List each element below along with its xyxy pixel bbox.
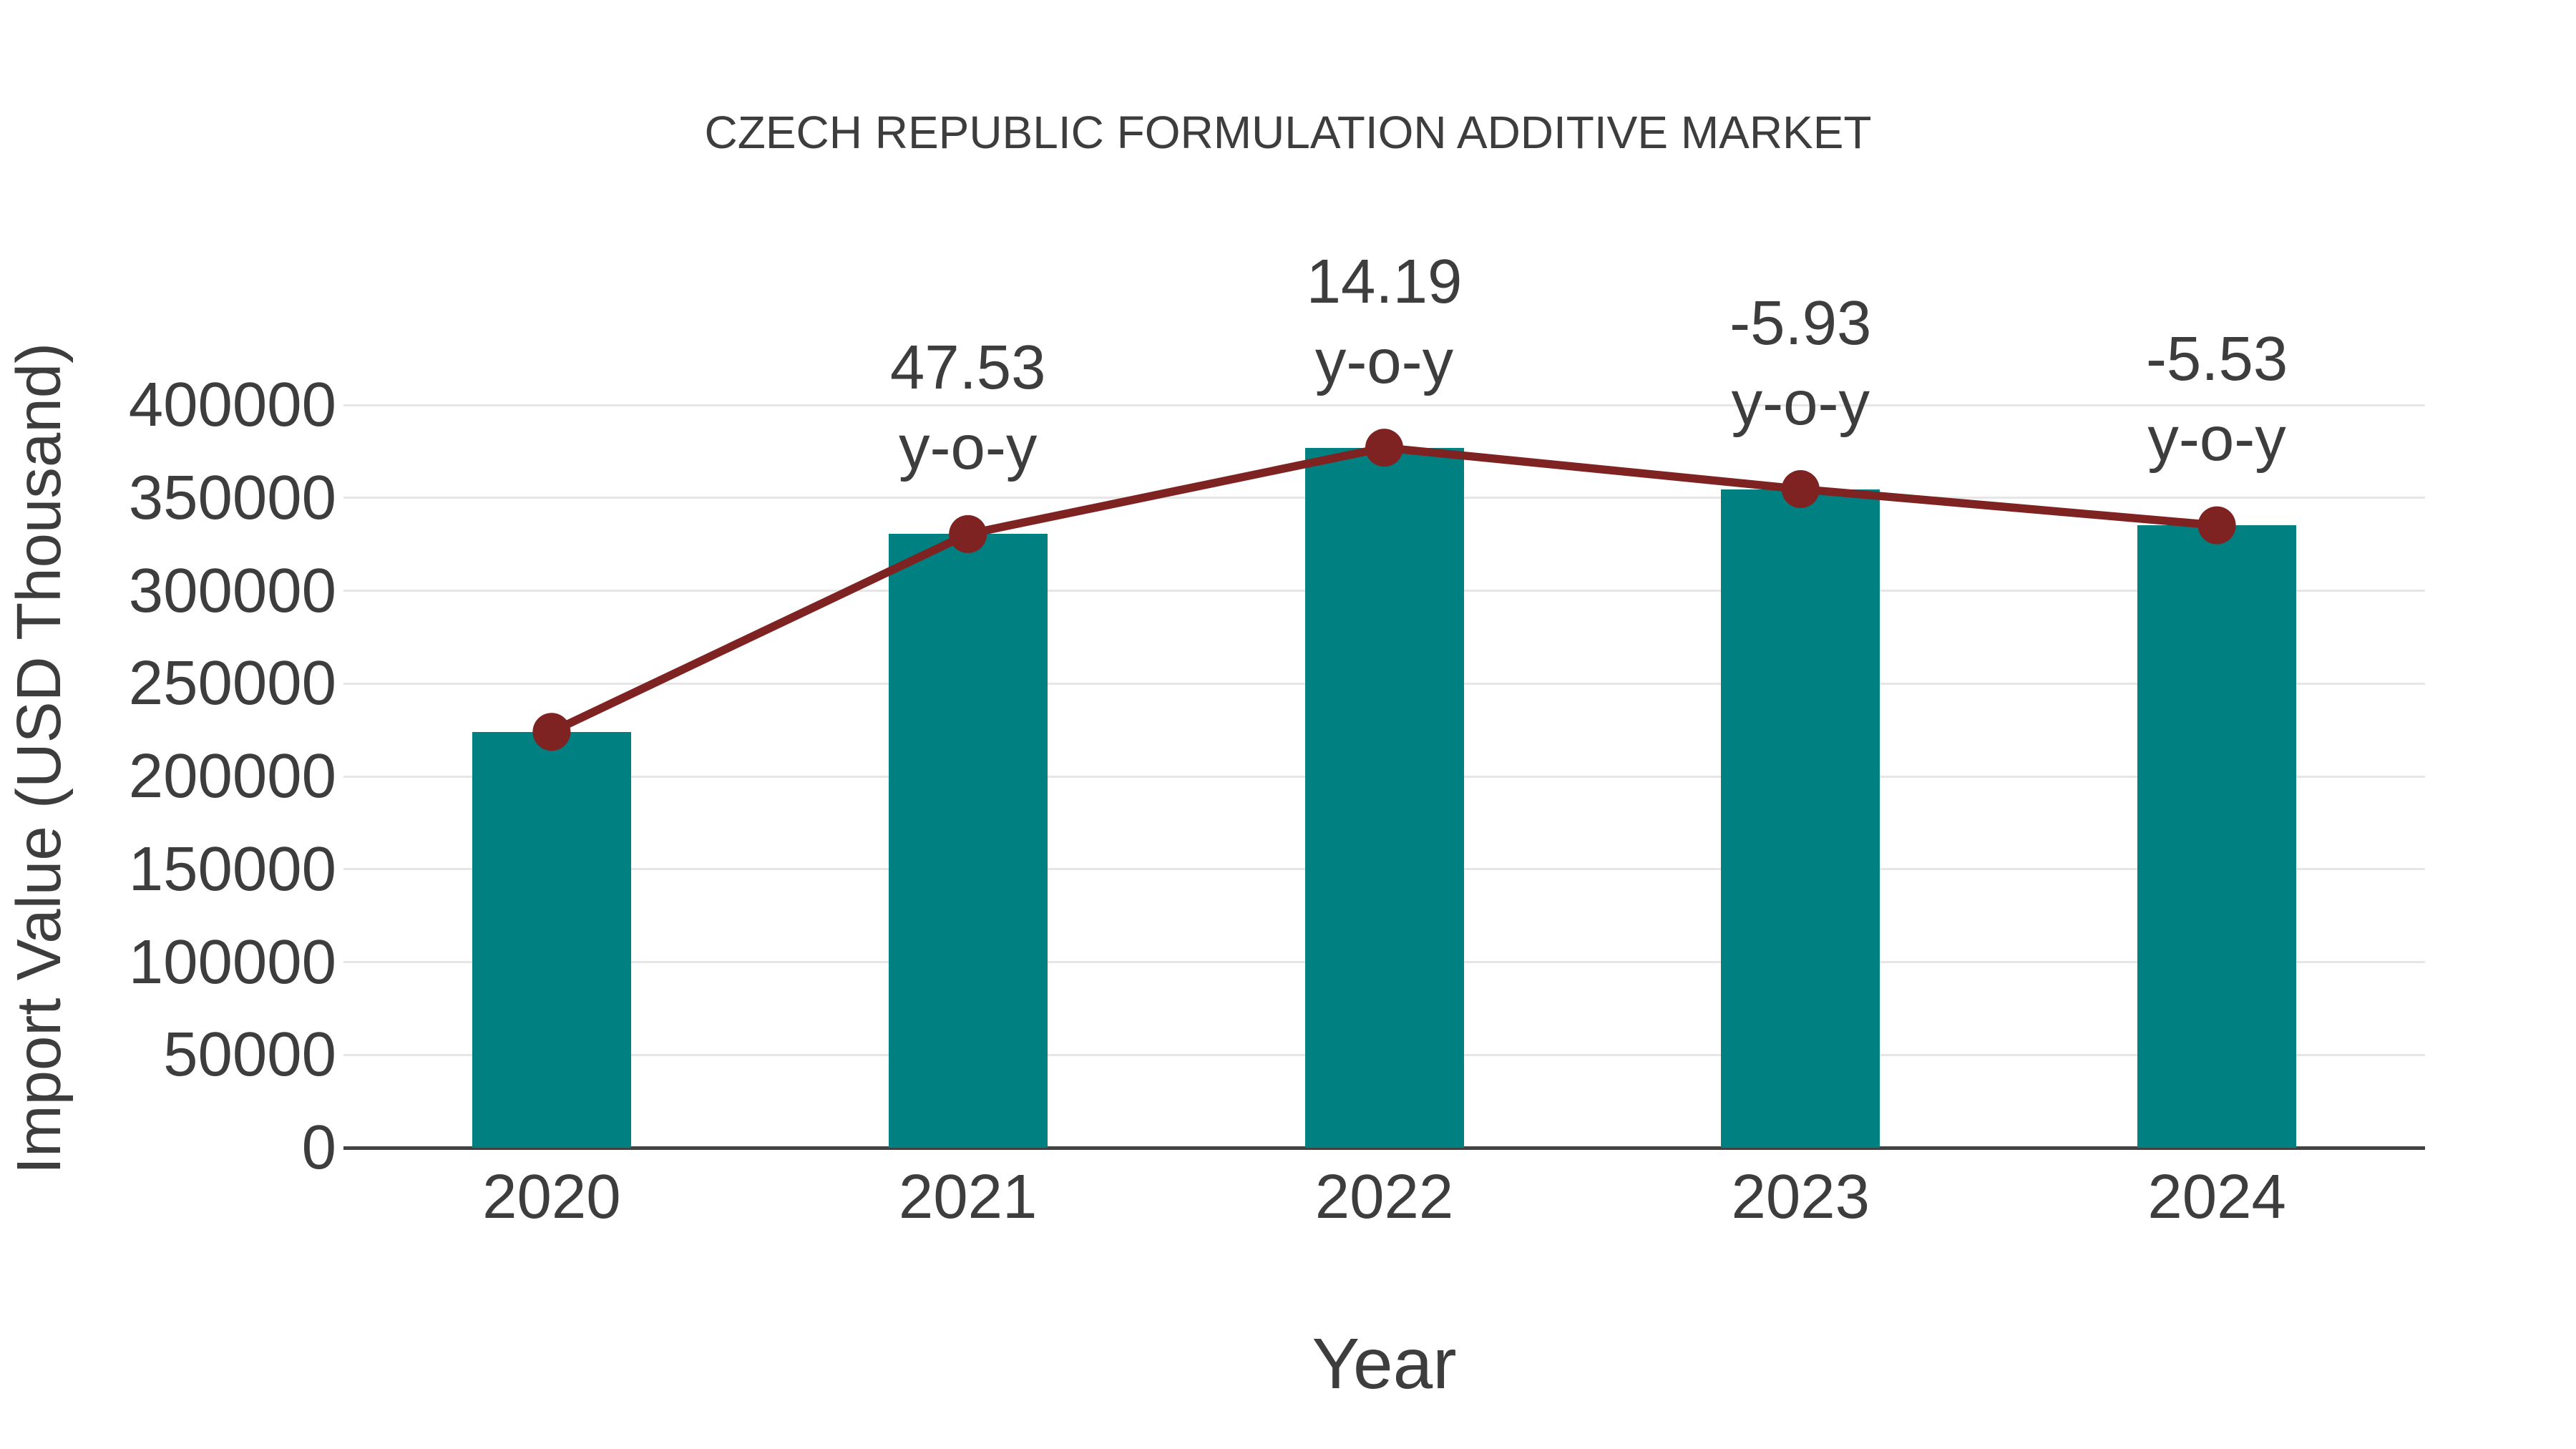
line-marker-2020[interactable]	[532, 713, 571, 751]
x-axis-line	[343, 1146, 2425, 1150]
annotation-suffix: y-o-y	[2147, 404, 2286, 474]
y-tick-label-100000: 100000	[128, 927, 336, 997]
x-axis-title: Year	[1312, 1324, 1457, 1404]
annotation-value: -5.93	[1729, 288, 1872, 358]
y-tick-label-50000: 50000	[163, 1020, 336, 1090]
annotation-2023: -5.93 y-o-y	[1586, 283, 2015, 444]
line-marker-2024[interactable]	[2197, 506, 2236, 545]
chart-title: CZECH REPUBLIC FORMULATION ADDITIVE MARK…	[704, 107, 1872, 158]
y-tick-label-150000: 150000	[128, 834, 336, 904]
trend-line	[550, 443, 2218, 736]
line-marker-2021[interactable]	[949, 514, 987, 553]
annotation-2022: 14.19 y-o-y	[1170, 242, 1599, 402]
y-tick-label-250000: 250000	[128, 648, 336, 718]
annotation-suffix: y-o-y	[1314, 326, 1454, 396]
bar-2022[interactable]	[1304, 447, 1464, 1148]
x-tick-label-2020: 2020	[482, 1162, 621, 1231]
line-marker-2023[interactable]	[1781, 470, 1820, 509]
bar-2024[interactable]	[2137, 525, 2297, 1148]
annotation-suffix: y-o-y	[1731, 368, 1870, 438]
x-tick-label-2021: 2021	[898, 1162, 1038, 1231]
gridline-400000	[343, 404, 2425, 406]
annotation-2024: -5.53 y-o-y	[2002, 319, 2431, 479]
bar-2021[interactable]	[888, 534, 1048, 1148]
x-tick-label-2022: 2022	[1314, 1162, 1454, 1231]
y-axis-title: Import Value (USD Thousand)	[4, 342, 74, 1175]
bar-2023[interactable]	[1721, 489, 1880, 1148]
y-tick-label-300000: 300000	[128, 555, 336, 625]
y-tick-label-400000: 400000	[128, 370, 336, 439]
x-tick-label-2024: 2024	[2147, 1162, 2286, 1231]
y-tick-label-200000: 200000	[128, 741, 336, 811]
line-marker-2022[interactable]	[1365, 429, 1403, 467]
trend-line-layer	[532, 429, 2236, 751]
x-tick-label-2023: 2023	[1731, 1162, 1870, 1231]
annotation-value: 47.53	[889, 333, 1046, 403]
annotation-value: -5.53	[2145, 324, 2288, 394]
annotation-value: 14.19	[1306, 246, 1463, 316]
y-tick-label-0: 0	[301, 1113, 336, 1182]
bar-2020[interactable]	[472, 731, 631, 1148]
annotation-2021: 47.53 y-o-y	[753, 328, 1183, 488]
annotation-suffix: y-o-y	[899, 413, 1038, 483]
y-tick-label-350000: 350000	[128, 462, 336, 532]
